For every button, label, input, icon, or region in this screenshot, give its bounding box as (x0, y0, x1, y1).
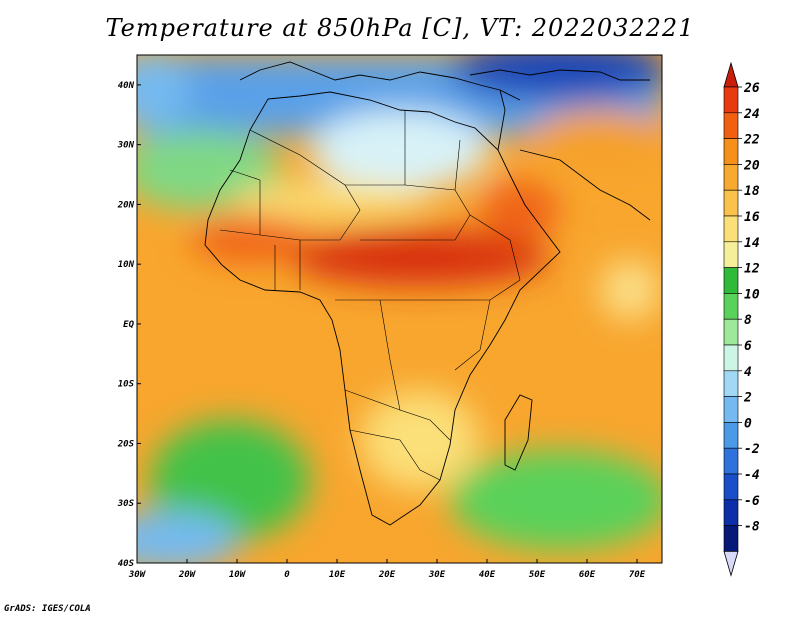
colorbar-label: 18 (744, 184, 760, 199)
colorbar-segment (723, 189, 739, 217)
plot-frame (136, 54, 663, 564)
colorbar-bottom-arrow (723, 551, 739, 577)
colorbar-label: 4 (744, 365, 752, 380)
lon-tick-label: 30W (128, 570, 147, 580)
lon-tick-label: 50E (529, 570, 546, 580)
colorbar-segment (723, 293, 739, 320)
lat-tick-label: 10N (118, 260, 135, 270)
colorbar-label: 12 (744, 262, 760, 277)
lon-tick-label: 10E (329, 570, 346, 580)
colorbar-label: 22 (743, 133, 760, 148)
lon-tick-label: 0 (284, 570, 290, 580)
country-borders (219, 110, 521, 481)
colorbar-segment (723, 164, 739, 191)
temperature-field (137, 55, 662, 563)
colorbar-segment (723, 525, 739, 552)
credit-text: GrADS: IGES/COLA (4, 604, 91, 614)
colorbar-label: 10 (744, 287, 760, 302)
lat-tick-label: 10S (118, 380, 135, 390)
colorbar-segment (723, 267, 739, 294)
colorbar-label: 6 (744, 339, 752, 354)
lon-tick-label: 40E (479, 570, 496, 580)
colorbar-segment (723, 447, 739, 475)
colorbar-top-arrow (723, 61, 739, 88)
colorbar-segment (723, 396, 739, 423)
map-axes: 30W 20W 10W 0 10E 20E 30E 40E 50E 60E 70E 40N 30N 20N… (117, 81, 646, 580)
colorbar-segment (723, 138, 739, 165)
lon-tick-label: 30E (428, 570, 446, 580)
colorbar-label: 2 (743, 391, 752, 406)
colorbar-segment (723, 318, 739, 346)
lat-tick-label: 30N (117, 141, 135, 151)
lon-tick-label: 10W (229, 570, 247, 580)
lat-tick-label: 40S (118, 559, 135, 569)
colorbar-segment (723, 86, 739, 114)
colorbar-label: -8 (744, 520, 760, 535)
colorbar-segment (723, 241, 739, 268)
lat-tick-label: 20N (117, 200, 135, 210)
colorbar-segment (723, 473, 739, 501)
colorbar-label: 0 (744, 416, 752, 431)
lat-tick-label: 30S (117, 499, 135, 509)
colorbar-segment (723, 112, 739, 139)
colorbar-segment (723, 344, 739, 372)
colorbar-segment (723, 215, 739, 243)
colorbar-label: -2 (744, 442, 760, 457)
lat-tick-label: 40N (118, 81, 135, 91)
colorbar-label: 24 (743, 107, 760, 122)
colorbar-label: -6 (744, 494, 760, 509)
lat-tick-label: 20S (117, 439, 135, 449)
colorbar-label: 8 (744, 313, 752, 328)
colorbar-label: 20 (743, 158, 760, 173)
chart-title: Temperature at 850hPa [C], VT: 202203222… (105, 14, 695, 42)
colorbar-segment (723, 370, 739, 397)
colorbar-label: 14 (744, 236, 760, 251)
lon-tick-label: 20E (378, 570, 396, 580)
lat-tick-label: EQ (123, 320, 134, 330)
lon-tick-label: 60E (579, 570, 596, 580)
lon-tick-label: 20W (178, 570, 197, 580)
colorbar-segment (723, 499, 739, 526)
lon-tick-label: 70E (629, 570, 646, 580)
colorbar-label: -4 (744, 468, 760, 483)
colorbar-label: 26 (743, 81, 760, 96)
colorbar-label: 16 (744, 210, 760, 225)
colorbar-segment (723, 422, 739, 449)
